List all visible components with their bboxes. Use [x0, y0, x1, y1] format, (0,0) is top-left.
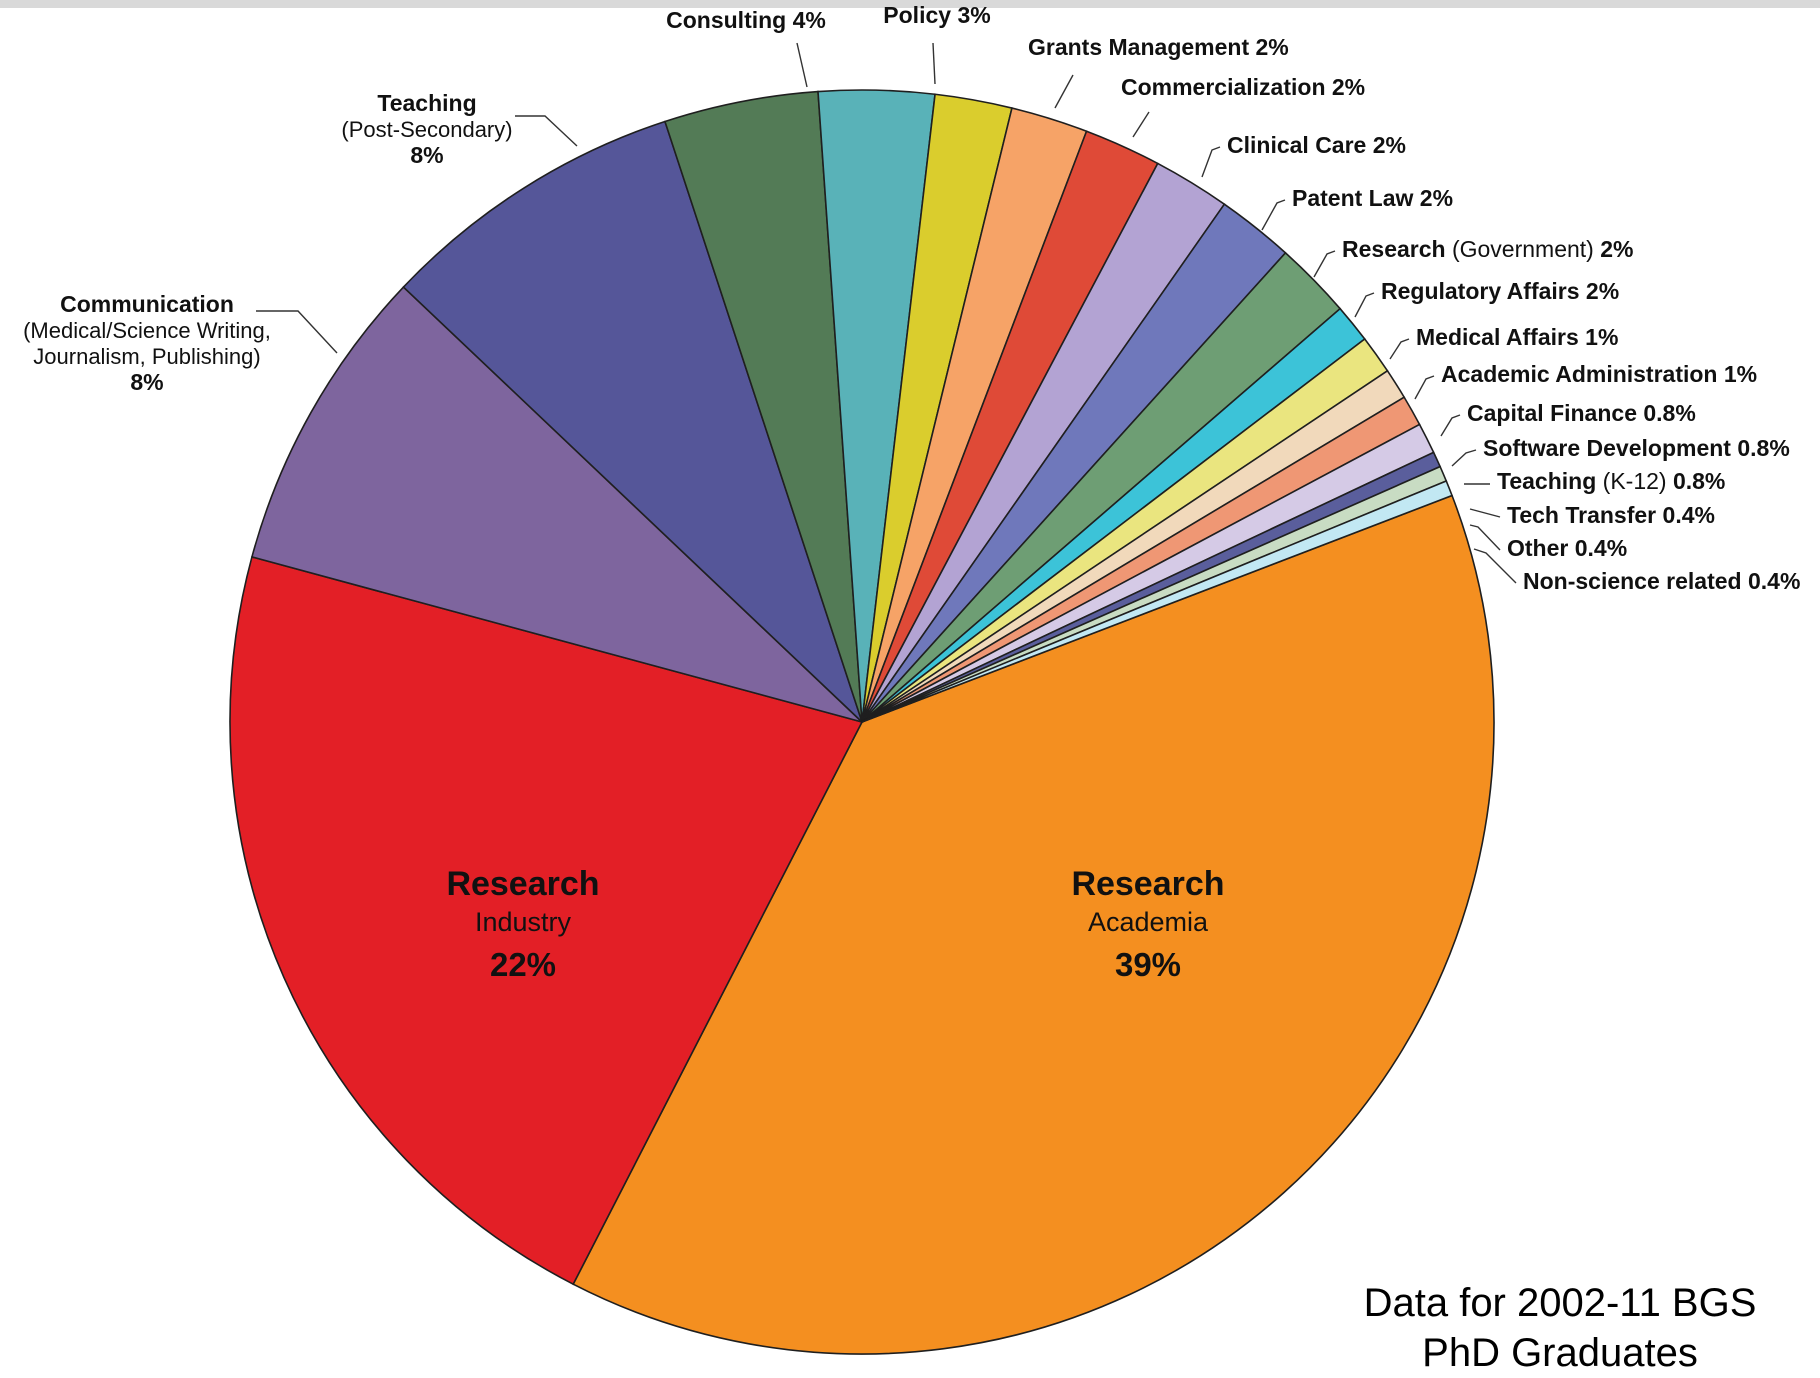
label-other-leader [1469, 524, 1501, 551]
label-commercialization: Commercialization 2% [1121, 74, 1365, 100]
label-academic-administration-leader [1414, 375, 1435, 400]
label-consulting: Consulting 4% [666, 7, 826, 33]
label-patent-law-leader [1261, 199, 1286, 231]
label-non-science-related-leader [1473, 548, 1517, 584]
label-communication-medical-science-writing-journalism-publishing-title: Communication [60, 291, 234, 317]
label-grants-management-leader [1054, 74, 1074, 109]
label-non-science-related: Non-science related 0.4% [1523, 568, 1800, 594]
label-research-academia-value: 39% [1115, 946, 1181, 983]
label-consulting-leader [796, 42, 808, 88]
label-research-academia-title: Research [1071, 865, 1224, 903]
label-communication-medical-science-writing-journalism-publishing-value: 8% [130, 369, 163, 395]
label-clinical-care: Clinical Care 2% [1227, 132, 1406, 158]
pie-slice-teaching-post-secondary [402, 120, 863, 723]
label-commercialization-leader [1132, 111, 1150, 138]
label-regulatory-affairs: Regulatory Affairs 2% [1381, 278, 1619, 304]
label-teaching-k-12: Teaching (K-12) 0.8% [1497, 468, 1725, 494]
label-research-industry-title: Research [446, 865, 599, 903]
label-capital-finance-leader [1440, 414, 1461, 437]
label-software-development: Software Development 0.8% [1483, 435, 1790, 461]
pie-slice-communication-medical-science-writing-journalism-publishing [250, 285, 863, 723]
top-bar [0, 0, 1820, 8]
label-patent-law: Patent Law 2% [1292, 185, 1453, 211]
label-research-government: Research (Government) 2% [1342, 236, 1633, 262]
label-grants-management: Grants Management 2% [1028, 34, 1289, 60]
pie-slice-research-industry [229, 555, 864, 1286]
label-regulatory-affairs-leader [1354, 292, 1375, 318]
label-academic-administration: Academic Administration 1% [1441, 361, 1757, 387]
label-teaching-post-secondary-subtitle-1: (Post-Secondary) [341, 117, 512, 142]
label-software-development-leader [1451, 449, 1477, 467]
label-medical-affairs-leader [1389, 338, 1410, 360]
label-communication-medical-science-writing-journalism-publishing-leader [256, 310, 338, 354]
label-capital-finance: Capital Finance 0.8% [1467, 400, 1696, 426]
pie-slice-non-science-related [861, 479, 1454, 723]
label-research-industry-value: 22% [490, 946, 556, 983]
data-note-line-1: Data for 2002-11 BGS [1363, 1281, 1757, 1325]
pie-slice-research-academia [572, 494, 1495, 1355]
label-policy-leader [932, 42, 936, 85]
label-communication-medical-science-writing-journalism-publishing-subtitle-1: (Medical/Science Writing, [23, 318, 271, 343]
label-research-academia-subtitle: Academia [1088, 907, 1209, 937]
label-teaching-post-secondary-leader [515, 115, 578, 147]
label-clinical-care-leader [1201, 146, 1221, 178]
label-medical-affairs: Medical Affairs 1% [1416, 324, 1618, 350]
label-other: Other 0.4% [1507, 535, 1627, 561]
label-policy: Policy 3% [883, 2, 990, 28]
label-communication-medical-science-writing-journalism-publishing-subtitle-2: Journalism, Publishing) [33, 344, 260, 369]
label-tech-transfer-leader [1469, 508, 1501, 518]
label-research-government-leader [1313, 250, 1336, 278]
label-teaching-post-secondary-value: 8% [410, 142, 443, 168]
label-tech-transfer: Tech Transfer 0.4% [1507, 502, 1715, 528]
data-note: Data for 2002-11 BGS PhD Graduates [1300, 1278, 1820, 1378]
label-research-industry-subtitle: Industry [475, 907, 572, 937]
label-teaching-post-secondary-title: Teaching [377, 90, 476, 116]
data-note-line-2: PhD Graduates [1422, 1331, 1698, 1375]
